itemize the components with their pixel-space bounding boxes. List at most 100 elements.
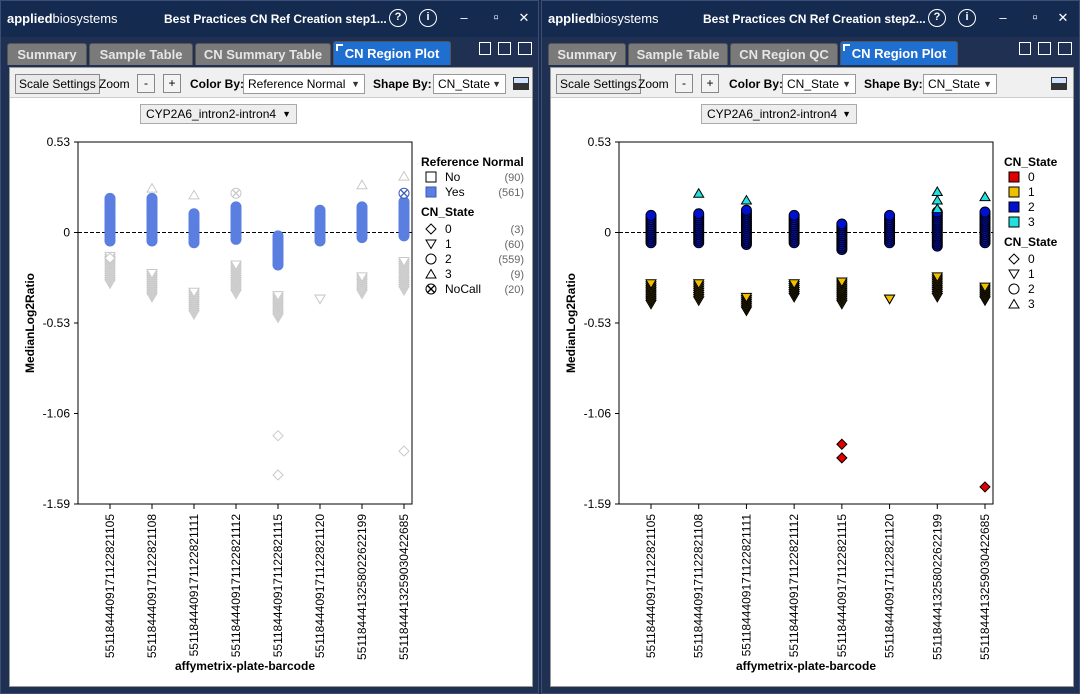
split-horizontal-icon[interactable] xyxy=(498,42,511,55)
scale-settings-button[interactable]: Scale Settings xyxy=(556,74,641,94)
split-vertical-icon[interactable] xyxy=(479,42,491,55)
export-image-icon[interactable] xyxy=(1051,77,1067,90)
help-icon[interactable]: ? xyxy=(928,9,946,27)
color-by-label: Color By: xyxy=(190,77,244,91)
title-bar[interactable]: appliedbiosystems Best Practices CN Ref … xyxy=(542,1,1079,37)
cn-region-scatter-plot[interactable]: 0.53 0 -0.53 -1.06 -1.59 MedianLog2Ratio 55118… xyxy=(551,68,1073,686)
data-point xyxy=(645,209,657,221)
info-icon[interactable]: i xyxy=(958,9,976,27)
region-select[interactable]: CYP2A6_intron2-intron4 ▼ xyxy=(701,104,857,124)
data-point xyxy=(788,279,801,290)
data-point xyxy=(314,204,326,216)
title-bar[interactable]: appliedbiosystems Best Practices CN Ref … xyxy=(1,1,538,37)
x-mark-stroke xyxy=(400,189,408,198)
data-point xyxy=(146,182,158,193)
tab-summary[interactable]: Summary xyxy=(7,43,87,65)
zoom-in-button[interactable]: + xyxy=(163,74,181,93)
info-icon[interactable]: i xyxy=(419,9,437,27)
data-point xyxy=(740,204,752,216)
legend-label: No xyxy=(445,170,461,184)
chevron-down-icon: ▼ xyxy=(492,79,501,89)
split-horizontal-icon[interactable] xyxy=(1038,42,1051,55)
data-point xyxy=(272,291,284,302)
zoom-out-button[interactable]: - xyxy=(137,74,155,93)
data-point xyxy=(188,189,200,200)
legend-label: NoCall xyxy=(445,282,481,296)
legend-shape xyxy=(425,223,437,235)
color-by-select[interactable]: CN_State ▼ xyxy=(782,74,856,94)
legend-label: Yes xyxy=(445,185,465,199)
data-point xyxy=(931,203,944,214)
data-point xyxy=(788,209,800,221)
legend-swatch xyxy=(1008,171,1020,183)
maximize-panel-icon[interactable] xyxy=(1058,42,1072,55)
chevron-down-icon: ▼ xyxy=(282,109,291,119)
help-icon[interactable]: ? xyxy=(389,9,407,27)
close-icon[interactable]: ✕ xyxy=(518,10,530,25)
x-axis-label: affymetrix-plate-barcode xyxy=(736,659,876,673)
data-point xyxy=(146,268,158,279)
maximize-panel-icon[interactable] xyxy=(518,42,532,55)
data-point xyxy=(104,252,116,264)
legend-shape xyxy=(425,283,437,295)
data-point xyxy=(356,179,368,190)
x-tick-label: 5511844409171122821105 xyxy=(644,514,658,658)
plot-toolbar: Scale Settings Zoom - + Color By: CN_Sta… xyxy=(551,68,1073,98)
tab-cn-summary-table[interactable]: CN Summary Table xyxy=(195,43,331,65)
plot-panel: Scale Settings Zoom - + Color By: Refere… xyxy=(9,67,533,687)
minimize-icon[interactable]: – xyxy=(999,10,1007,25)
shape-by-select[interactable]: CN_State ▼ xyxy=(923,74,997,94)
window-title: Best Practices CN Ref Creation step1... xyxy=(164,12,387,26)
data-point xyxy=(104,192,116,204)
tab-cn-region-plot[interactable]: CN Region Plot xyxy=(333,41,451,65)
legend-swatch xyxy=(425,171,437,183)
legend-title: CN_State xyxy=(1004,235,1058,249)
close-icon[interactable]: ✕ xyxy=(1057,10,1069,25)
color-by-select[interactable]: Reference Normal ▼ xyxy=(243,74,365,94)
minimize-icon[interactable]: – xyxy=(460,10,468,25)
data-point xyxy=(188,287,200,298)
x-tick-label: 5511844409171122821115 xyxy=(835,514,849,658)
legend-label: 1 xyxy=(445,237,452,251)
data-marks xyxy=(645,186,991,493)
tab-sample-table[interactable]: Sample Table xyxy=(89,43,193,65)
shape-by-value: CN_State xyxy=(928,77,981,91)
y-tick-label: -1.06 xyxy=(43,407,71,421)
legend-count: (20) xyxy=(504,284,524,296)
scale-settings-button[interactable]: Scale Settings xyxy=(15,74,100,94)
data-point xyxy=(931,272,944,283)
zoom-in-button[interactable]: + xyxy=(701,74,719,93)
x-tick-label: 5511844409171122821108 xyxy=(692,514,706,658)
restore-icon[interactable]: ▫ xyxy=(1032,9,1038,26)
data-point xyxy=(314,294,326,305)
shape-by-value: CN_State xyxy=(438,77,491,91)
data-point xyxy=(230,201,242,213)
tab-label: CN Region Plot xyxy=(344,46,440,61)
legend-title: CN_State xyxy=(1004,155,1058,169)
export-image-icon[interactable] xyxy=(513,77,529,90)
legend-count: (60) xyxy=(504,239,524,251)
data-point xyxy=(692,187,705,198)
restore-icon[interactable]: ▫ xyxy=(493,9,499,26)
legend-swatch xyxy=(425,186,437,198)
region-select-value: CYP2A6_intron2-intron4 xyxy=(707,107,838,121)
color-by-value: Reference Normal xyxy=(248,77,346,91)
legend-shape xyxy=(1008,283,1020,295)
legend-shape xyxy=(425,239,437,250)
tab-sample-table[interactable]: Sample Table xyxy=(628,43,728,65)
legend-label: 3 xyxy=(445,267,452,281)
tab-cn-region-plot[interactable]: CN Region Plot xyxy=(840,41,958,65)
tab-corner-icon xyxy=(843,44,850,51)
tab-summary[interactable]: Summary xyxy=(548,43,626,65)
data-point xyxy=(693,208,705,220)
data-point xyxy=(835,277,848,288)
applied-biosystems-logo: appliedbiosystems xyxy=(548,11,659,26)
tab-cn-region-qc[interactable]: CN Region QC xyxy=(730,43,838,65)
region-select[interactable]: CYP2A6_intron2-intron4 ▼ xyxy=(140,104,297,124)
shape-by-select[interactable]: CN_State ▼ xyxy=(433,74,506,94)
window-step1: appliedbiosystems Best Practices CN Ref … xyxy=(0,0,539,694)
split-vertical-icon[interactable] xyxy=(1019,42,1031,55)
data-point xyxy=(979,282,991,293)
cn-region-scatter-plot[interactable]: 0.53 0 -0.53 -1.06 -1.59 MedianLog2Ratio 55118… xyxy=(10,68,532,686)
zoom-out-button[interactable]: - xyxy=(675,74,693,93)
